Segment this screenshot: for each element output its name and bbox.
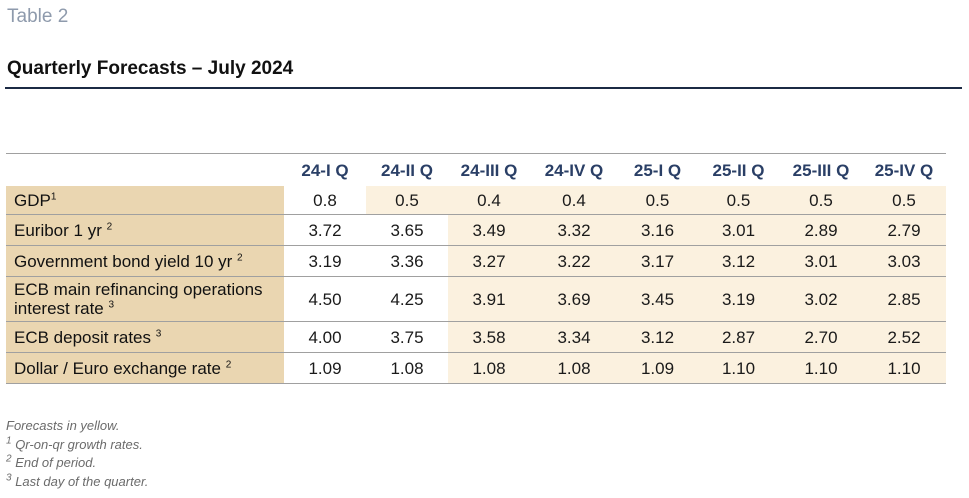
table-cell: 2.70 — [780, 321, 862, 353]
footnote-mark: 2 — [6, 453, 12, 465]
row-label: Euribor 1 yr 2 — [6, 214, 284, 246]
footnote-ref: 3 — [155, 327, 162, 339]
row-label-text: Euribor 1 yr — [14, 220, 102, 240]
row-label: Dollar / Euro exchange rate 2 — [6, 352, 284, 384]
title-divider — [5, 87, 962, 89]
row-label: Government bond yield 10 yr 2 — [6, 245, 284, 277]
table-cell: 1.08 — [366, 352, 448, 384]
table-row: GDP1 0.8 0.5 0.4 0.4 0.5 0.5 0.5 0.5 — [6, 186, 946, 215]
table-cell: 4.00 — [284, 321, 366, 353]
column-header: 25-II Q — [697, 153, 780, 186]
table-cell: 3.72 — [284, 214, 366, 246]
row-label-text: Dollar / Euro exchange rate — [14, 358, 221, 378]
table-cell: 3.75 — [366, 321, 448, 353]
table-cell: 0.5 — [618, 186, 697, 215]
table-cell: 2.79 — [862, 214, 946, 246]
table-cell: 4.25 — [366, 276, 448, 322]
table-cell: 3.12 — [697, 245, 780, 277]
table-cell: 3.34 — [530, 321, 618, 353]
table-cell: 2.87 — [697, 321, 780, 353]
table-cell: 3.91 — [448, 276, 530, 322]
table-cell: 0.5 — [780, 186, 862, 215]
table-cell: 1.08 — [448, 352, 530, 384]
table-cell: 3.01 — [780, 245, 862, 277]
table-cell: 1.09 — [618, 352, 697, 384]
table-cell: 1.10 — [697, 352, 780, 384]
footnote-text: Qr-on-qr growth rates. — [15, 436, 143, 452]
table-cell: 3.58 — [448, 321, 530, 353]
table-cell: 3.17 — [618, 245, 697, 277]
row-label-text: Government bond yield 10 yr — [14, 251, 233, 271]
header-row: 24-I Q 24-II Q 24-III Q 24-IV Q 25-I Q 2… — [6, 153, 946, 186]
table-row: ECB main refinancing operations interest… — [6, 276, 946, 322]
page-title: Quarterly Forecasts – July 2024 — [7, 58, 294, 79]
table-cell: 3.45 — [618, 276, 697, 322]
table-cell: 0.5 — [862, 186, 946, 215]
table-cell: 3.65 — [366, 214, 448, 246]
table-cell: 3.27 — [448, 245, 530, 277]
column-header: 25-III Q — [780, 153, 862, 186]
table-cell: 3.69 — [530, 276, 618, 322]
table-cell: 1.10 — [862, 352, 946, 384]
table-cell: 3.02 — [780, 276, 862, 322]
table-row: ECB deposit rates 3 4.00 3.75 3.58 3.34 3.12 2… — [6, 321, 946, 353]
table-cell: 0.5 — [697, 186, 780, 215]
table-cell: 1.08 — [530, 352, 618, 384]
table-cell: 0.4 — [448, 186, 530, 215]
footnote-text: Last day of the quarter. — [15, 473, 149, 489]
row-label: GDP1 — [6, 186, 284, 215]
footnote: 3 Last day of the quarter. — [6, 473, 148, 492]
table-cell: 3.36 — [366, 245, 448, 277]
footnotes: Forecasts in yellow. 1 Qr-on-qr growth r… — [6, 417, 148, 491]
header-corner — [6, 153, 284, 186]
table-cell: 3.49 — [448, 214, 530, 246]
table-cell: 3.16 — [618, 214, 697, 246]
table-row: Euribor 1 yr 2 3.72 3.65 3.49 3.32 3.16 3.01 2.… — [6, 214, 946, 246]
table-cell: 0.8 — [284, 186, 366, 215]
row-label: ECB main refinancing operations interest… — [6, 276, 284, 322]
table-cell: 1.10 — [780, 352, 862, 384]
table-row: Government bond yield 10 yr 2 3.19 3.36 3.2… — [6, 245, 946, 277]
table-row: Dollar / Euro exchange rate 2 1.09 1.08 1.0… — [6, 352, 946, 384]
footnote-ref: 2 — [225, 358, 232, 370]
table-cell: 0.5 — [366, 186, 448, 215]
footnote-mark: 1 — [6, 435, 12, 447]
footnote-ref: 1 — [50, 190, 57, 202]
table-cell: 3.22 — [530, 245, 618, 277]
column-header: 25-I Q — [618, 153, 697, 186]
table-cell: 4.50 — [284, 276, 366, 322]
column-header: 24-I Q — [284, 153, 366, 186]
table-cell: 3.32 — [530, 214, 618, 246]
column-header: 24-III Q — [448, 153, 530, 186]
table-cell: 2.85 — [862, 276, 946, 322]
column-header: 24-IV Q — [530, 153, 618, 186]
table-label: Table 2 — [7, 6, 69, 27]
footnote: 2 End of period. — [6, 454, 148, 473]
table-cell: 3.03 — [862, 245, 946, 277]
footnote-mark: 3 — [6, 472, 12, 484]
table-cell: 3.01 — [697, 214, 780, 246]
footnote-ref: 2 — [106, 220, 113, 232]
table-cell: 2.52 — [862, 321, 946, 353]
footnote-ref: 2 — [237, 251, 243, 263]
table-cell: 2.89 — [780, 214, 862, 246]
table-cell: 3.12 — [618, 321, 697, 353]
row-label-text: GDP — [14, 190, 51, 210]
row-label-text: ECB deposit rates — [14, 327, 152, 347]
column-header: 25-IV Q — [862, 153, 946, 186]
footnote-text: End of period. — [15, 455, 97, 470]
table-cell: 1.09 — [284, 352, 366, 384]
row-label: ECB deposit rates 3 — [6, 321, 284, 353]
footnote-ref: 3 — [108, 299, 115, 311]
forecast-table: 24-I Q 24-II Q 24-III Q 24-IV Q 25-I Q 2… — [6, 153, 946, 384]
table-cell: 3.19 — [284, 245, 366, 277]
table-cell: 0.4 — [530, 186, 618, 215]
table-cell: 3.19 — [697, 276, 780, 322]
footnote: 1 Qr-on-qr growth rates. — [6, 436, 148, 455]
row-label-text: ECB main refinancing operations interest… — [14, 280, 263, 318]
forecast-note: Forecasts in yellow. — [6, 418, 120, 433]
column-header: 24-II Q — [366, 153, 448, 186]
